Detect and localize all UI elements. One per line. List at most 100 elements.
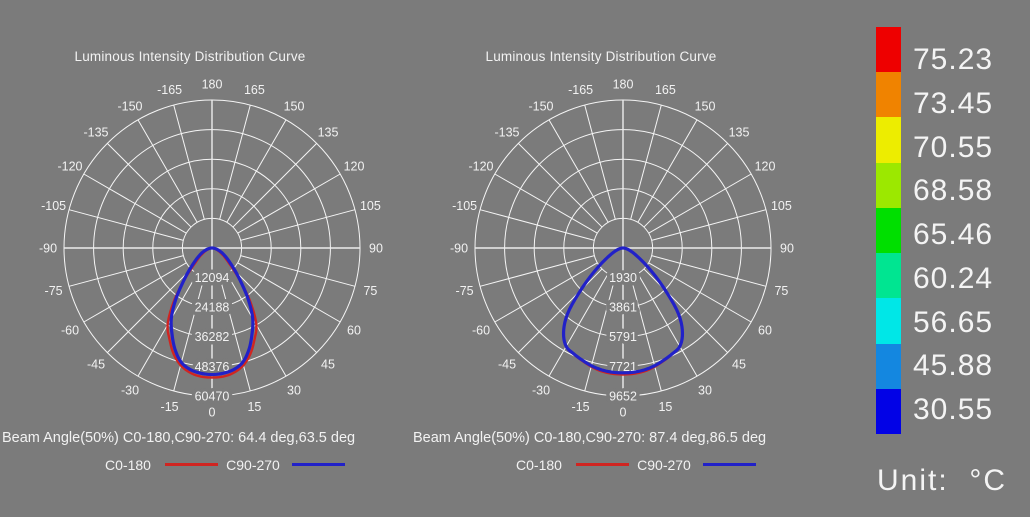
grid-spoke <box>232 268 318 354</box>
grid-spoke <box>584 276 616 392</box>
grid-spoke <box>219 276 251 392</box>
grid-spoke <box>651 209 767 241</box>
angle-tick-label: 135 <box>318 125 339 139</box>
legend-label-c0-180: C0-180 <box>516 457 562 473</box>
angle-tick-label: -120 <box>468 159 493 173</box>
legend-line-c90-270 <box>703 463 756 466</box>
angle-tick-label: -135 <box>494 125 519 139</box>
grid-spoke <box>630 104 662 220</box>
angle-tick-label: -45 <box>87 357 105 371</box>
angle-tick-label: 90 <box>780 241 794 255</box>
colorbar-value-label: 75.23 <box>913 43 994 76</box>
angle-tick-label: 180 <box>202 77 223 91</box>
intensity-curves <box>166 246 258 379</box>
angle-tick-label: 90 <box>369 241 383 255</box>
angle-tick-label: 135 <box>729 125 750 139</box>
angle-tick-label: -165 <box>568 83 593 97</box>
angle-tick-label: 15 <box>247 400 261 414</box>
angle-tick-label: -150 <box>117 99 142 113</box>
grid-spoke <box>648 262 752 323</box>
angle-tick-label: 120 <box>755 159 776 173</box>
angle-tick-label: -165 <box>157 83 182 97</box>
grid-spoke <box>68 209 184 241</box>
colorbar-segment <box>876 162 901 209</box>
angle-tick-label: 180 <box>613 77 634 91</box>
colorbar-segment <box>876 27 901 73</box>
grid-spoke <box>494 173 598 234</box>
grid-spoke <box>237 262 341 323</box>
chart-title: Luminous Intensity Distribution Curve <box>74 49 305 64</box>
colorbar-segment <box>876 207 901 254</box>
legend-line-c90-270 <box>292 463 345 466</box>
grid-spoke <box>643 142 729 228</box>
angle-tick-label: -30 <box>121 383 139 397</box>
angle-tick-label: -120 <box>57 159 82 173</box>
angle-tick-label: 0 <box>209 405 216 419</box>
radial-tick-label: 1930 <box>609 271 637 285</box>
colorbar-segment <box>876 253 901 299</box>
angle-tick-label: 75 <box>363 284 377 298</box>
angle-tick-label: -150 <box>528 99 553 113</box>
colorbar-segment <box>876 388 901 435</box>
grid-spoke <box>83 173 187 234</box>
angle-tick-label: -30 <box>532 383 550 397</box>
curve-c90-270 <box>169 246 255 377</box>
grid-spoke <box>232 142 318 228</box>
angle-tick-label: 75 <box>774 284 788 298</box>
beam-angle-text: Beam Angle(50%) C0-180,C90-270: 64.4 deg… <box>2 430 355 446</box>
grid-spoke <box>651 255 767 287</box>
angle-tick-label: -75 <box>45 284 63 298</box>
angle-tick-label: 150 <box>284 99 305 113</box>
angle-tick-label: -45 <box>498 357 516 371</box>
angle-tick-label: 0 <box>620 405 627 419</box>
radial-tick-label: 3861 <box>609 301 637 315</box>
angle-tick-labels: 0 15 30 45 60 75 90 105 120 135 150 165 180 -15 -30 -45… <box>39 77 383 419</box>
angle-tick-labels: 0 15 30 45 60 75 90 105 120 135 150 165 180 -15 -30 -45… <box>450 77 794 419</box>
radial-tick-label: 9652 <box>609 389 637 403</box>
angle-tick-label: 30 <box>698 383 712 397</box>
angle-tick-label: 105 <box>771 199 792 213</box>
angle-tick-label: -60 <box>61 323 79 337</box>
grid-spoke <box>637 119 698 223</box>
grid-spoke <box>83 262 187 323</box>
colorbar-value-label: 65.46 <box>913 218 994 251</box>
colorbar-segment <box>876 117 901 164</box>
grid-spoke <box>106 142 192 228</box>
angle-tick-label: 105 <box>360 199 381 213</box>
legend-label-c0-180: C0-180 <box>105 457 151 473</box>
grid-spoke <box>630 276 662 392</box>
grid-spoke <box>479 255 595 287</box>
grid-spoke <box>137 119 198 223</box>
grid-spoke <box>637 273 698 377</box>
legend-label-c90-270: C90-270 <box>637 457 691 473</box>
grid-spoke <box>517 142 603 228</box>
grid-spoke <box>479 209 595 241</box>
colorbar-value-label: 70.55 <box>913 130 994 164</box>
angle-tick-label: 45 <box>732 357 746 371</box>
polar-grid <box>63 99 361 397</box>
grid-spoke <box>584 104 616 220</box>
angle-tick-label: -15 <box>572 400 590 414</box>
grid-spoke <box>240 209 356 241</box>
polar-grid <box>474 99 772 397</box>
grid-spoke <box>648 173 752 234</box>
legend-line-c0-180 <box>165 463 218 466</box>
grid-spoke <box>494 262 598 323</box>
grid-spoke <box>173 104 205 220</box>
colorbar-value-label: 68.58 <box>913 174 994 208</box>
intensity-curves <box>561 246 685 376</box>
angle-tick-label: -15 <box>161 400 179 414</box>
angle-tick-label: 60 <box>347 323 361 337</box>
angle-tick-label: 30 <box>287 383 301 397</box>
beam-angle-text: Beam Angle(50%) C0-180,C90-270: 87.4 deg… <box>413 430 766 446</box>
legend-label-c90-270: C90-270 <box>226 457 280 473</box>
angle-tick-label: 15 <box>658 400 672 414</box>
colorbar-value-label: 56.65 <box>913 305 994 339</box>
radial-tick-label: 5791 <box>609 330 637 344</box>
colorbar-segment <box>876 298 901 344</box>
grid-spoke <box>68 255 184 287</box>
grid-spoke <box>237 173 341 234</box>
radial-tick-label: 60470 <box>195 389 230 403</box>
